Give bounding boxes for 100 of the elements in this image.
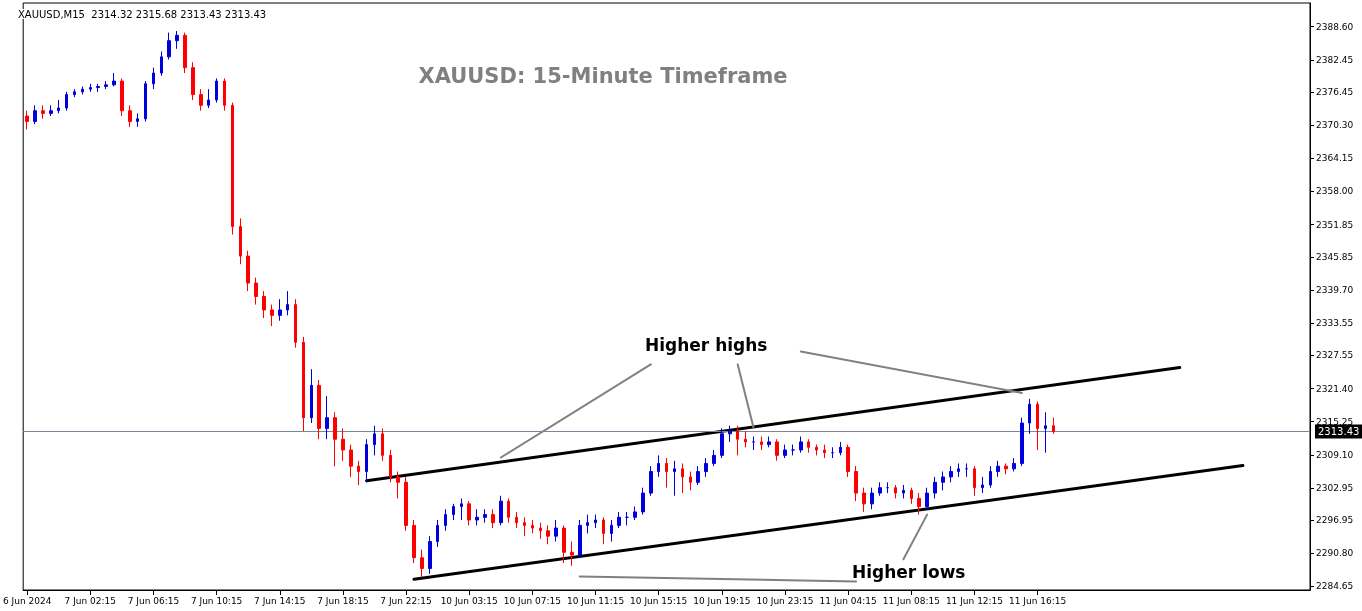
candlestick — [657, 454, 660, 478]
candlestick — [546, 524, 550, 545]
y-tick-label: 2309.10 — [1316, 449, 1354, 460]
candlestick — [744, 430, 747, 448]
candlestick — [57, 99, 60, 114]
x-tick-label: 11 Jun 04:15 — [819, 595, 877, 606]
candlestick — [665, 457, 668, 489]
candlestick — [349, 444, 353, 478]
candlestick — [49, 104, 53, 117]
candlestick — [617, 511, 621, 529]
candlestick — [823, 444, 826, 459]
candlestick — [894, 484, 897, 499]
candlestick — [839, 441, 842, 456]
candlestick — [215, 77, 218, 104]
candlestick — [783, 444, 787, 459]
candlestick — [483, 508, 487, 524]
x-tick-label: 10 Jun 11:15 — [566, 595, 625, 606]
candlestick — [712, 449, 716, 467]
y-tick-label: 2351.85 — [1316, 219, 1354, 230]
candlestick — [775, 438, 779, 462]
candlestick — [933, 476, 937, 499]
x-tick-label: 10 Jun 03:15 — [440, 595, 498, 606]
candlestick — [96, 83, 100, 93]
candlestick — [136, 112, 139, 128]
candlestick — [562, 524, 566, 564]
candlestick — [25, 110, 29, 131]
candlestick — [578, 519, 582, 559]
y-tick-label: 2382.45 — [1316, 54, 1354, 65]
candlestick — [278, 298, 282, 322]
candlestick — [412, 519, 416, 564]
candlestick — [452, 503, 455, 521]
candlestick — [160, 50, 163, 77]
candlestick — [594, 514, 597, 529]
candlestick — [681, 462, 684, 494]
candlestick — [89, 83, 92, 93]
candlestick — [602, 516, 605, 545]
candlestick — [554, 519, 558, 543]
candlestick — [704, 457, 708, 478]
candlestick — [996, 460, 1000, 478]
x-tick-label: 7 Jun 22:15 — [380, 595, 432, 606]
y-tick-label: 2284.65 — [1316, 581, 1354, 592]
candlestick — [81, 85, 84, 96]
candlestick — [1004, 462, 1008, 475]
candlestick — [807, 438, 810, 454]
candlestick — [373, 425, 376, 456]
x-tick-label: 7 Jun 02:15 — [64, 595, 117, 606]
x-tick-label: 10 Jun 15:15 — [630, 595, 688, 606]
candlestick — [902, 484, 905, 499]
candlestick — [144, 80, 147, 122]
candlestick — [689, 471, 692, 491]
candlestick — [310, 368, 313, 424]
candlestick — [460, 497, 463, 521]
candlestick — [128, 104, 132, 128]
candlestick — [286, 290, 289, 316]
y-tick-label: 2302.95 — [1316, 482, 1354, 493]
x-tick-label: 10 Jun 19:15 — [693, 595, 751, 606]
y-tick-label: 2321.40 — [1316, 383, 1354, 394]
candlestick — [499, 495, 503, 526]
candlestick — [341, 427, 345, 462]
candlestick — [981, 476, 984, 494]
candlestick — [949, 465, 953, 483]
candlestick — [325, 395, 329, 440]
candlestick — [420, 549, 424, 579]
x-tick-label: 10 Jun 07:15 — [503, 595, 561, 606]
candlestick — [910, 487, 913, 505]
candlestick — [365, 438, 368, 483]
candlestick — [1036, 401, 1039, 451]
candlestick — [246, 250, 250, 292]
annotation: Higher lows — [852, 561, 966, 582]
candlestick — [925, 487, 929, 510]
candlestick — [254, 277, 258, 306]
candlestick — [183, 32, 187, 74]
candlestick — [523, 516, 526, 537]
candlestick — [262, 290, 266, 319]
candlestick — [539, 522, 542, 540]
candlestick — [720, 427, 724, 459]
y-tick-label: 2364.15 — [1316, 153, 1354, 164]
candlestick — [941, 471, 945, 491]
candlestick — [957, 462, 960, 478]
y-tick-label: 2345.85 — [1316, 251, 1354, 262]
candlestick — [104, 80, 108, 90]
x-tick-label: 11 Jun 16:15 — [1009, 595, 1067, 606]
candlestick — [878, 481, 882, 497]
candlestick — [696, 465, 700, 486]
y-tick-label: 2339.70 — [1316, 285, 1354, 296]
candlestick — [475, 508, 479, 526]
candlestick — [436, 519, 439, 548]
candlestick — [989, 465, 992, 489]
candlestick — [1052, 417, 1055, 435]
candlestick — [586, 514, 589, 534]
candlestick — [191, 61, 195, 101]
candlestick — [736, 425, 739, 456]
candlestick — [767, 436, 771, 448]
candlestick — [846, 444, 850, 478]
candlestick — [870, 487, 874, 510]
candlestick — [120, 77, 124, 117]
x-tick-label: 11 Jun 08:15 — [882, 595, 940, 606]
candlestick — [404, 476, 408, 532]
candlestick — [112, 72, 116, 87]
candlestick — [317, 379, 321, 440]
